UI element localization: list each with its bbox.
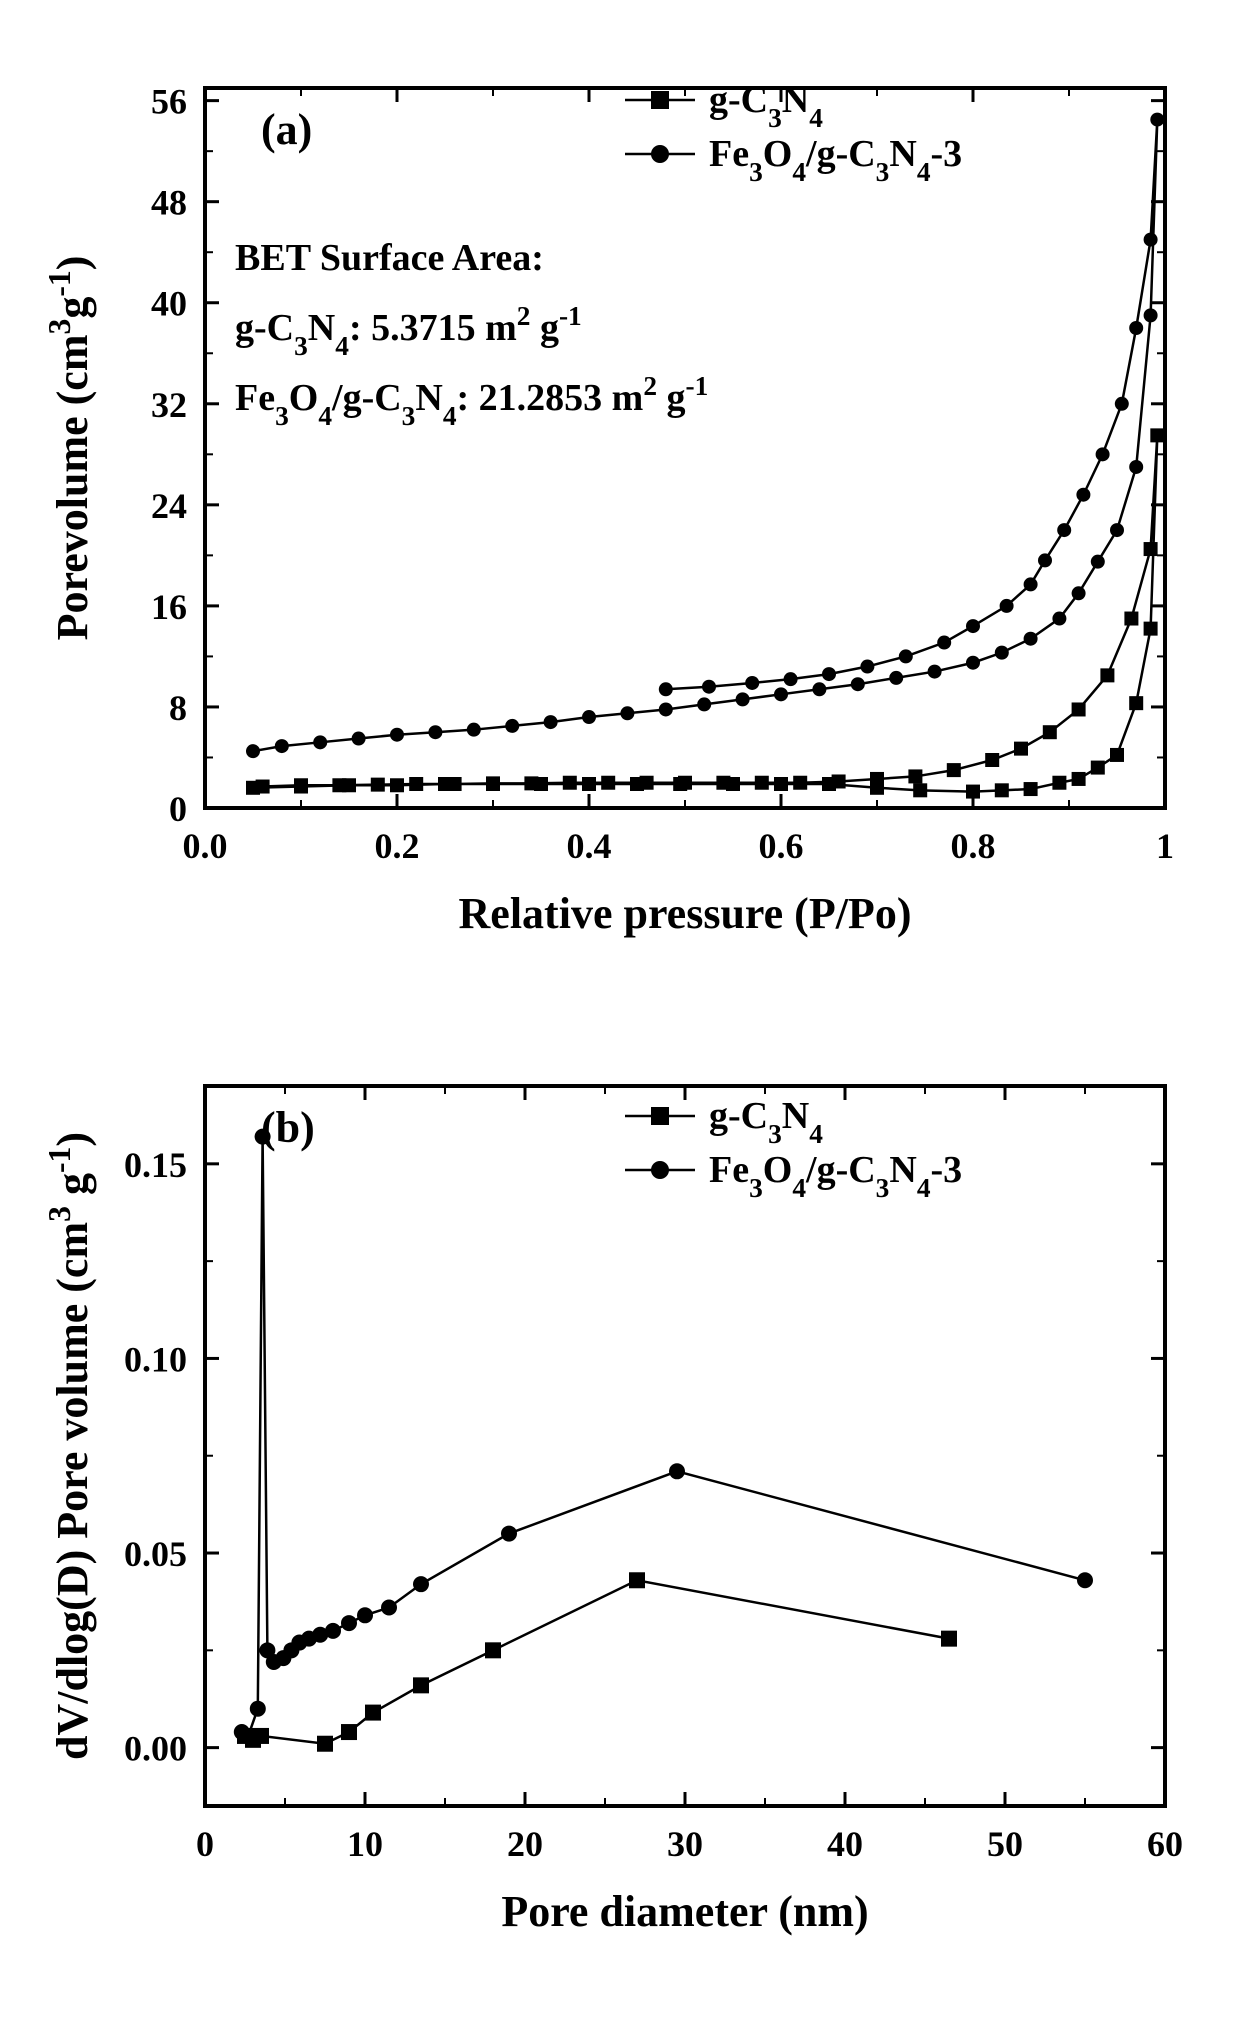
- svg-text:g-C3N4: g-C3N4: [709, 1095, 823, 1149]
- svg-text:0.05: 0.05: [124, 1534, 187, 1574]
- svg-text:Fe3O4/g-C3N4: 21.2853 m2 g-1: Fe3O4/g-C3N4: 21.2853 m2 g-1: [235, 371, 708, 431]
- svg-text:48: 48: [151, 183, 187, 223]
- svg-text:8: 8: [169, 688, 187, 728]
- svg-text:0.00: 0.00: [124, 1729, 187, 1769]
- panel-b-svg: 0 10 20 30 40 50 60 Pore diameter (nm) 0.00 0.05 0…: [35, 1026, 1205, 1976]
- svg-text:0.10: 0.10: [124, 1339, 187, 1379]
- svg-text:0.4: 0.4: [567, 826, 612, 866]
- svg-text:56: 56: [151, 82, 187, 122]
- panel-b: 0 10 20 30 40 50 60 Pore diameter (nm) 0.00 0.05 0…: [35, 1026, 1205, 1976]
- svg-text:g-C3N4: 5.3715 m2 g-1: g-C3N4: 5.3715 m2 g-1: [235, 301, 582, 361]
- svg-text:0: 0: [196, 1824, 214, 1864]
- svg-text:BET Surface Area:: BET Surface Area:: [235, 237, 544, 279]
- svg-text:10: 10: [347, 1824, 383, 1864]
- svg-text:30: 30: [667, 1824, 703, 1864]
- svg-text:0.2: 0.2: [375, 826, 420, 866]
- svg-text:Fe3O4/g-C3N4-3: Fe3O4/g-C3N4-3: [709, 133, 962, 187]
- svg-text:40: 40: [827, 1824, 863, 1864]
- panel-a-svg: 0.0 0.2 0.4 0.6 0.8 1 Relative pressure (P/Po)…: [35, 28, 1205, 978]
- svg-text:0.6: 0.6: [759, 826, 804, 866]
- svg-text:20: 20: [507, 1824, 543, 1864]
- svg-text:0.0: 0.0: [183, 826, 228, 866]
- svg-text:0: 0: [169, 789, 187, 829]
- svg-text:Relative pressure (P/Po): Relative pressure (P/Po): [459, 889, 912, 938]
- svg-text:Porevolume (cm3g-1): Porevolume (cm3g-1): [42, 256, 98, 641]
- svg-text:dV/dlog(D) Pore volume (cm3 g-: dV/dlog(D) Pore volume (cm3 g-1): [42, 1132, 98, 1760]
- svg-text:24: 24: [151, 486, 187, 526]
- panel-a: 0.0 0.2 0.4 0.6 0.8 1 Relative pressure (P/Po)…: [35, 28, 1205, 978]
- svg-text:16: 16: [151, 587, 187, 627]
- svg-text:(a): (a): [261, 105, 312, 154]
- svg-text:0.15: 0.15: [124, 1145, 187, 1185]
- svg-text:40: 40: [151, 284, 187, 324]
- svg-text:0.8: 0.8: [951, 826, 996, 866]
- svg-text:60: 60: [1147, 1824, 1183, 1864]
- svg-text:g-C3N4: g-C3N4: [709, 79, 823, 133]
- svg-text:50: 50: [987, 1824, 1023, 1864]
- svg-text:(b): (b): [261, 1103, 315, 1152]
- svg-text:Pore diameter (nm): Pore diameter (nm): [501, 1887, 868, 1936]
- svg-text:32: 32: [151, 385, 187, 425]
- svg-text:Fe3O4/g-C3N4-3: Fe3O4/g-C3N4-3: [709, 1149, 962, 1203]
- svg-text:1: 1: [1156, 826, 1174, 866]
